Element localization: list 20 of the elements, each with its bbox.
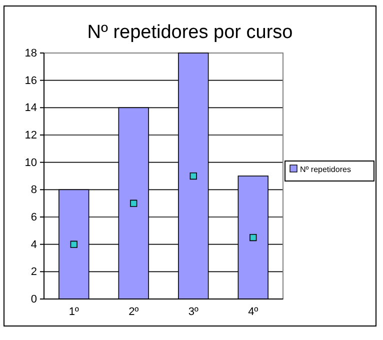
x-tick-label: 4º	[248, 306, 258, 318]
point	[190, 172, 197, 180]
y-tick-label: 12	[24, 130, 37, 142]
point	[70, 240, 78, 248]
y-tick-label: 18	[24, 48, 37, 60]
x-tick-label: 2º	[128, 306, 139, 318]
y-tick-label: 2	[30, 266, 37, 278]
y-tick-label: 0	[30, 294, 37, 306]
chart-title: Nº repetidores por curso	[87, 22, 293, 43]
point	[250, 234, 257, 242]
x-tick-label: 1º	[68, 306, 79, 318]
point	[130, 200, 138, 207]
y-tick-label: 10	[24, 156, 37, 169]
y-tick-label: 14	[24, 102, 37, 114]
legend-label: Nº repetidores	[300, 165, 351, 174]
x-tick-label: 3º	[188, 306, 198, 318]
y-tick-label: 16	[24, 74, 37, 87]
y-tick-label: 8	[30, 184, 37, 196]
y-tick-label: 4	[30, 238, 37, 251]
y-tick-label: 6	[30, 212, 37, 224]
